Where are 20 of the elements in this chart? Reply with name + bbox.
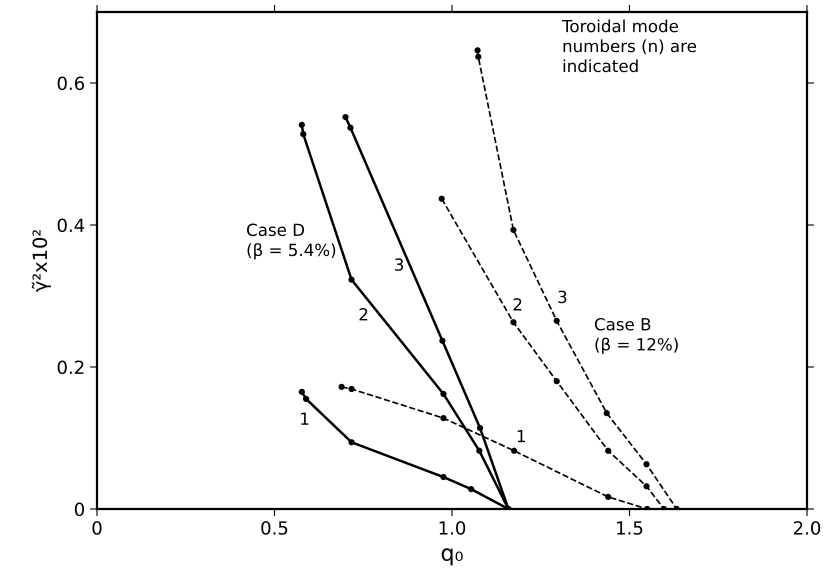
x-tick-label: 2.0: [794, 521, 820, 535]
y-tick-label: 0.6: [58, 76, 84, 90]
y-tick-label: 0.4: [58, 218, 84, 232]
annotation: 2: [360, 308, 368, 320]
annotation: Case D (β = 5.4%): [247, 224, 336, 260]
x-tick-label: 1.5: [617, 521, 642, 535]
x-axis-title: q₀: [442, 548, 463, 566]
y-axis-title: γ̃²x10²: [32, 230, 51, 292]
annotation: Toroidal mode numbers (n) are indicated: [562, 19, 696, 72]
annotation: 3: [558, 290, 566, 304]
annotation: 3: [395, 258, 404, 271]
y-tick-label: 0.2: [58, 360, 84, 374]
annotation: Case B (β = 12%): [594, 318, 678, 354]
annotation: 1: [301, 412, 308, 425]
x-tick-label: 0: [92, 521, 102, 535]
x-tick-label: 1.0: [440, 521, 466, 535]
annotation: 2: [514, 298, 522, 310]
annotation: 1: [518, 430, 525, 442]
x-tick-label: 0.5: [261, 521, 288, 535]
y-tick-label: 0: [74, 502, 84, 516]
